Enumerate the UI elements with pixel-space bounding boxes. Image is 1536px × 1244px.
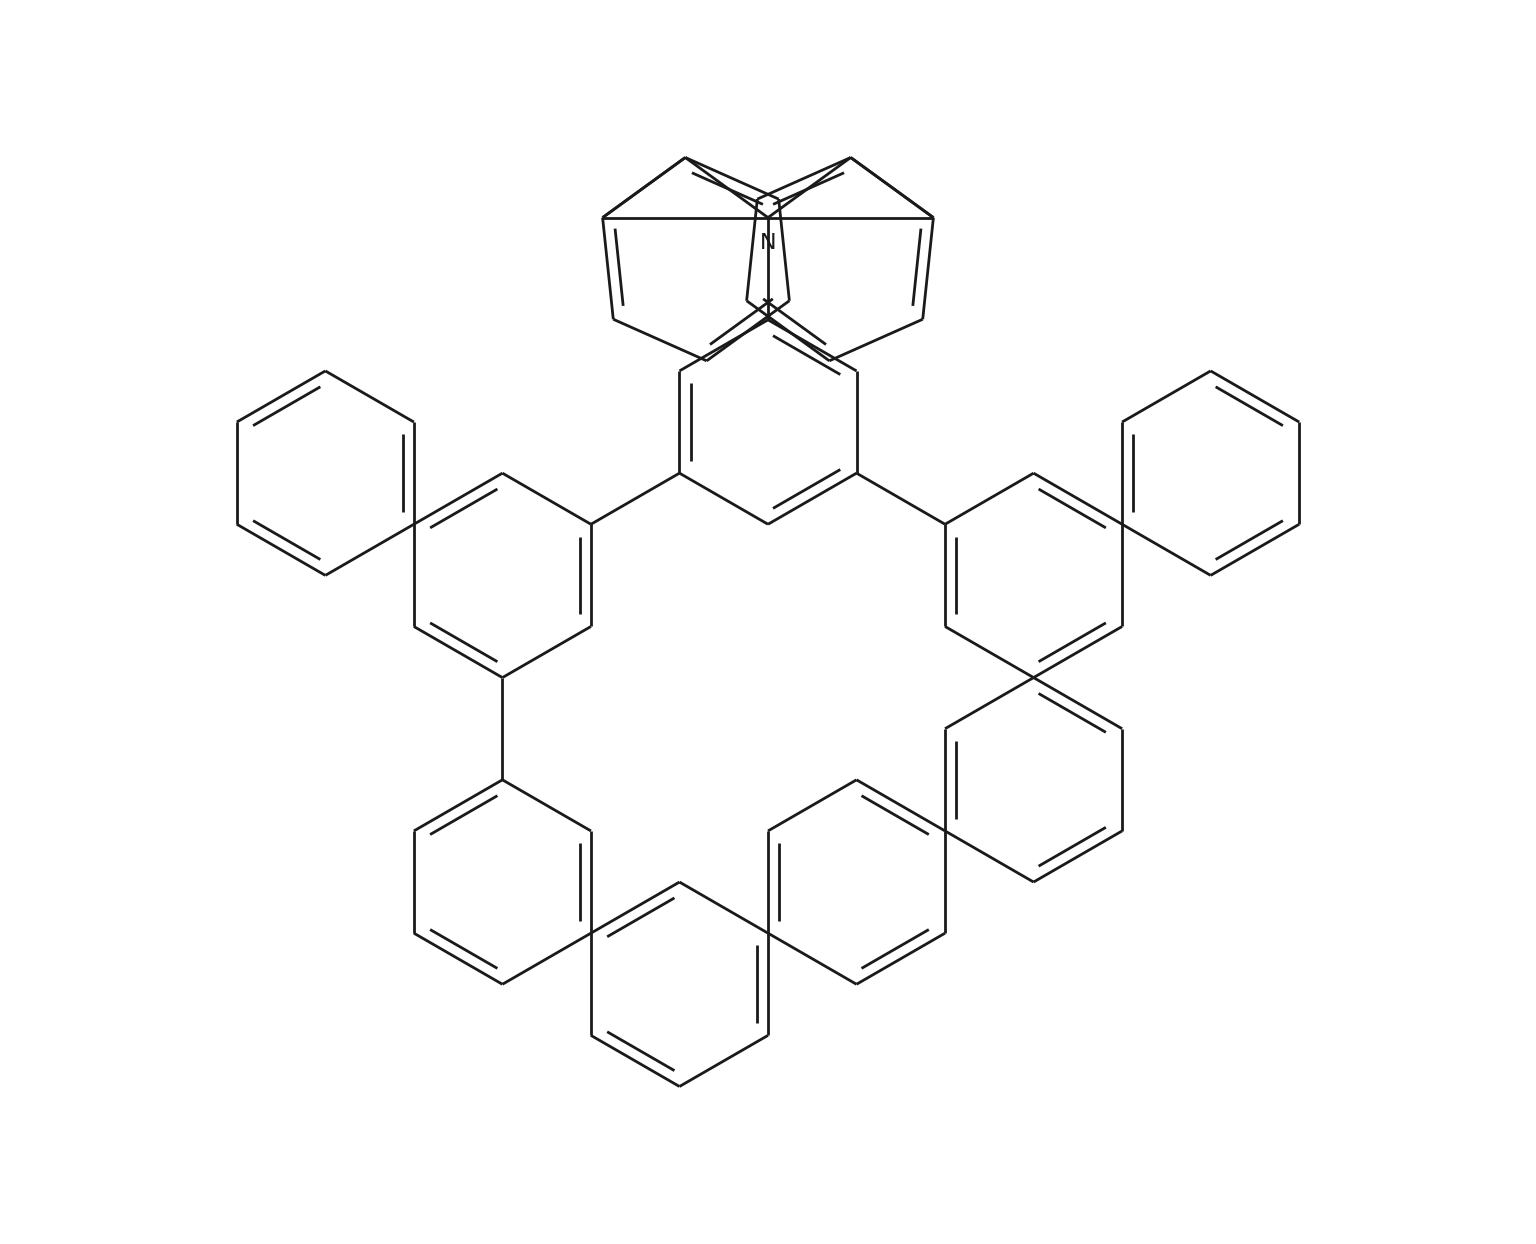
Text: N: N (760, 233, 776, 253)
